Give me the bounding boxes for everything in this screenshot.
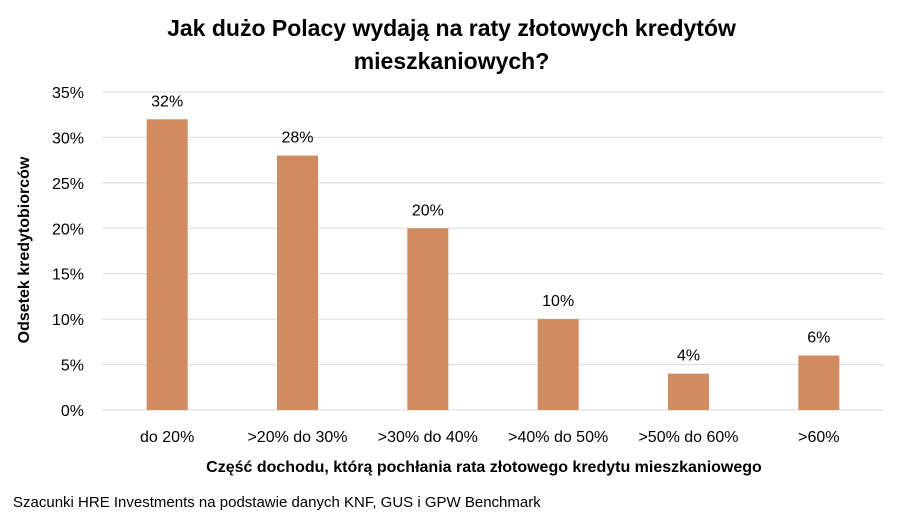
y-tick-label: 0% [61, 403, 84, 420]
x-tick-label: >20% do 30% [247, 429, 347, 446]
y-tick-label: 25% [52, 176, 84, 193]
x-tick-label: do 20% [140, 429, 194, 446]
data-label: 32% [151, 93, 183, 110]
gridlines [102, 91, 884, 411]
bar [668, 373, 709, 410]
source-note: Szacunki HRE Investments na podstawie da… [13, 494, 541, 511]
y-tick-label: 15% [52, 267, 84, 284]
chart-title-line-2: mieszkaniowych? [353, 48, 550, 74]
y-tick-label: 20% [52, 221, 84, 238]
x-tick-label: >30% do 40% [378, 429, 478, 446]
y-tick-label: 35% [52, 85, 84, 102]
x-axis-title: Część dochodu, którą pochłania rata złot… [206, 459, 762, 476]
bar [537, 319, 579, 410]
chart-title: Jak dużo Polacy wydają na raty złotowych… [0, 12, 903, 78]
data-label: 10% [542, 293, 574, 310]
data-label: 28% [281, 130, 313, 147]
y-tick-label: 30% [52, 130, 84, 147]
x-tick-label: >60% [798, 429, 839, 446]
data-label: 20% [412, 202, 444, 219]
bar [798, 355, 840, 410]
bars [146, 119, 840, 410]
data-label: 4% [677, 348, 700, 365]
bar [146, 119, 188, 410]
bar [277, 155, 318, 410]
bar [407, 228, 449, 410]
data-label: 6% [807, 329, 830, 346]
y-tick-label: 10% [52, 312, 84, 329]
y-axis-tick-labels: 0% 5% 10% 15% 20% 25% 30% 35% [52, 85, 84, 420]
y-tick-label: 5% [61, 358, 84, 375]
chart-title-line-1: Jak dużo Polacy wydają na raty złotowych… [167, 15, 736, 41]
x-tick-label: >50% do 60% [638, 429, 738, 446]
y-axis-title: Odsetek kredytobiorców [16, 156, 33, 343]
x-axis-tick-labels: do 20% >20% do 30% >30% do 40% >40% do 50% >… [140, 429, 839, 446]
data-labels: 32% 28% 20% 10% 4% 6% [151, 93, 830, 364]
x-tick-label: >40% do 50% [508, 429, 608, 446]
